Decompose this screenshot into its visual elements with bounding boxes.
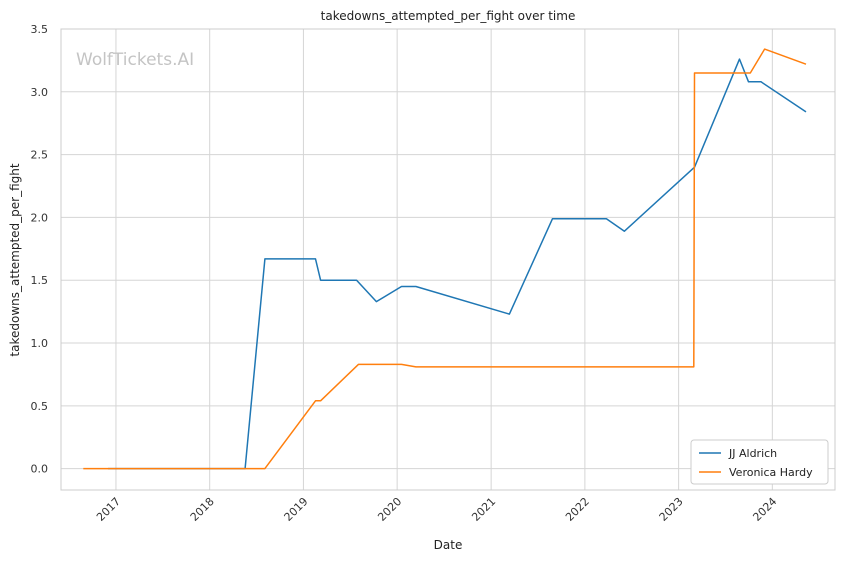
series-lines [83,48,807,470]
x-tick-label-2023: 2023 [657,495,686,524]
y-tick-label-0.0: 0.0 [31,463,49,476]
x-tick-label-2019: 2019 [282,495,311,524]
legend-label-veronica-hardy: Veronica Hardy [729,466,813,479]
y-axis-label: takedowns_attempted_per_fight [8,163,22,356]
y-tick-label-2.5: 2.5 [31,149,49,162]
y-tick-label-1.0: 1.0 [31,337,49,350]
x-axis-label: Date [434,538,463,552]
chart-title: takedowns_attempted_per_fight over time [321,9,576,23]
tick-labels: 2017 2018 2019 2020 2021 2022 2023 2024 0.0 0.5 1.… [31,23,780,524]
grid [61,28,835,490]
legend-box [690,439,829,485]
y-tick-label-2.0: 2.0 [31,211,49,224]
series-line-veronica-hardy [83,48,807,470]
y-tick-label-3.5: 3.5 [31,23,49,36]
x-tick-label-2021: 2021 [469,495,498,524]
y-tick-label-1.5: 1.5 [31,274,49,287]
x-tick-label-2024: 2024 [750,495,779,524]
plot-frame [60,28,836,491]
x-tick-label-2020: 2020 [375,495,404,524]
legend: JJ Aldrich Veronica Hardy [690,439,829,485]
legend-label-jj-aldrich: JJ Aldrich [728,447,777,460]
watermark: WolfTickets.AI [76,50,194,70]
x-tick-label-2022: 2022 [563,495,592,524]
y-tick-label-0.5: 0.5 [31,400,49,413]
x-tick-label-2017: 2017 [94,495,123,524]
y-tick-label-3.0: 3.0 [31,86,49,99]
series-line-jj-aldrich [108,58,807,470]
x-tick-label-2018: 2018 [188,495,217,524]
